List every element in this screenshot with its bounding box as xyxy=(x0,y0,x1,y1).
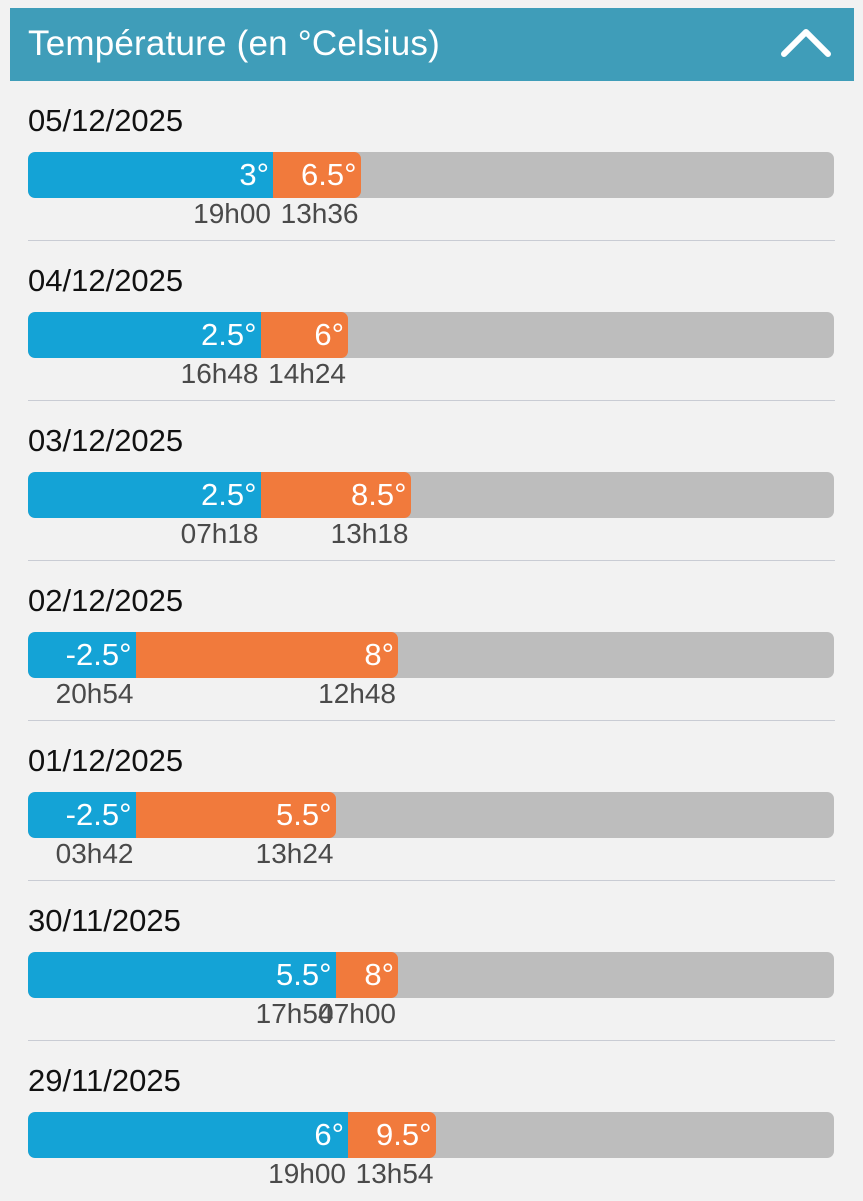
min-temperature-time: 19h00 xyxy=(193,198,271,229)
max-temperature-segment: 8.5° xyxy=(260,472,411,518)
day-row: 03/12/2025 8.5° 2.5° 07h18 13h18 xyxy=(0,401,863,561)
max-temperature-segment: 5.5° xyxy=(135,792,336,838)
day-row: 02/12/2025 8° -2.5° 20h54 12h48 xyxy=(0,561,863,721)
day-row: 04/12/2025 6° 2.5° 16h48 14h24 xyxy=(0,241,863,401)
min-temperature-time: 19h00 xyxy=(268,1158,346,1189)
max-temperature-time: 14h24 xyxy=(268,358,346,389)
temperature-range-bar: 5.5° -2.5° xyxy=(28,792,834,838)
row-divider xyxy=(28,1040,835,1041)
day-date: 04/12/2025 xyxy=(28,263,184,298)
min-temperature-segment: -2.5° xyxy=(28,632,136,678)
max-temperature-segment: 6° xyxy=(260,312,348,358)
min-temperature-time: 17h54 xyxy=(255,998,334,1029)
min-temperature-segment: 6° xyxy=(28,1112,348,1158)
day-row: 29/11/2025 9.5° 6° 19h00 13h54 xyxy=(0,1041,863,1201)
max-temperature-time: 13h54 xyxy=(355,1158,434,1189)
day-date: 05/12/2025 xyxy=(28,103,184,138)
day-date: 30/11/2025 xyxy=(28,903,181,938)
day-date: 02/12/2025 xyxy=(28,583,184,618)
day-row: 30/11/2025 8° 5.5° 17h54 07h00 xyxy=(0,881,863,1041)
temperature-range-bar: 9.5° 6° xyxy=(28,1112,834,1158)
max-temperature-time: 07h00 xyxy=(318,998,396,1029)
max-temperature-time: 12h48 xyxy=(318,678,396,709)
max-temperature-segment: 8° xyxy=(335,952,398,998)
temperature-range-bar: 8° -2.5° xyxy=(28,632,834,678)
row-divider xyxy=(28,720,835,721)
chevron-up-icon[interactable] xyxy=(778,24,834,60)
day-row: 01/12/2025 5.5° -2.5° 03h42 13h24 xyxy=(0,721,863,881)
min-temperature-segment: 2.5° xyxy=(28,472,261,518)
max-temperature-segment: 8° xyxy=(135,632,398,678)
temperature-panel-header[interactable]: Température (en °Celsius) xyxy=(10,8,854,81)
temperature-range-bar: 6.5° 3° xyxy=(28,152,834,198)
day-row: 05/12/2025 6.5° 3° 19h00 13h36 xyxy=(0,81,863,241)
row-divider xyxy=(28,880,835,881)
min-temperature-segment: -2.5° xyxy=(28,792,136,838)
max-temperature-segment: 6.5° xyxy=(273,152,361,198)
day-date: 01/12/2025 xyxy=(28,743,184,778)
min-temperature-time: 16h48 xyxy=(180,358,259,389)
temperature-range-bar: 8° 5.5° xyxy=(28,952,834,998)
max-temperature-segment: 9.5° xyxy=(348,1112,436,1158)
min-temperature-segment: 5.5° xyxy=(28,952,336,998)
min-temperature-time: 03h42 xyxy=(55,838,134,869)
min-temperature-segment: 3° xyxy=(28,152,273,198)
row-divider xyxy=(28,400,835,401)
day-date: 29/11/2025 xyxy=(28,1063,181,1098)
max-temperature-time: 13h36 xyxy=(280,198,359,229)
row-divider xyxy=(28,240,835,241)
panel-title: Température (en °Celsius) xyxy=(28,24,440,63)
min-temperature-time: 07h18 xyxy=(180,518,259,549)
temperature-range-bar: 6° 2.5° xyxy=(28,312,834,358)
temperature-range-bar: 8.5° 2.5° xyxy=(28,472,834,518)
min-temperature-time: 20h54 xyxy=(55,678,134,709)
row-divider xyxy=(28,560,835,561)
min-temperature-segment: 2.5° xyxy=(28,312,261,358)
max-temperature-time: 13h18 xyxy=(330,518,409,549)
day-date: 03/12/2025 xyxy=(28,423,184,458)
temperature-day-list: 05/12/2025 6.5° 3° 19h00 13h36 04/12/202… xyxy=(0,81,863,1201)
max-temperature-time: 13h24 xyxy=(255,838,334,869)
